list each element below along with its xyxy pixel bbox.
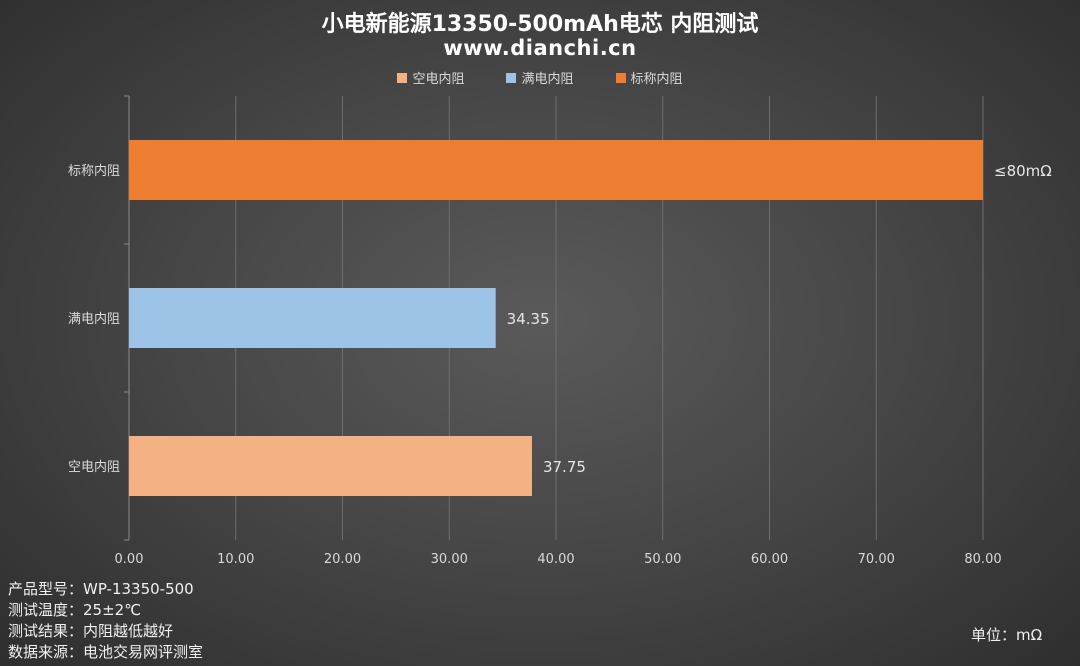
x-tick-label: 40.00 xyxy=(537,552,574,567)
category-label: 空电内阻 xyxy=(68,459,120,475)
note-source: 数据来源：电池交易网评测室 xyxy=(8,643,204,661)
legend-item: 满电内阻 xyxy=(506,68,574,87)
x-tick-label: 10.00 xyxy=(217,552,254,567)
x-tick-label: 20.00 xyxy=(324,552,361,567)
bar xyxy=(129,436,532,496)
legend-swatch xyxy=(506,72,517,83)
legend: 空电内阻 满电内阻 标称内阻 xyxy=(0,68,1080,87)
unit-label: 单位：mΩ xyxy=(971,626,1043,644)
x-tick-label: 70.00 xyxy=(858,552,895,567)
chart-title: 小电新能源13350-500mAh电芯 内阻测试 xyxy=(321,12,759,37)
x-tick-label: 30.00 xyxy=(431,552,468,567)
x-tick-label: 60.00 xyxy=(751,552,788,567)
legend-swatch xyxy=(615,72,626,83)
bar xyxy=(129,288,496,348)
legend-label: 满电内阻 xyxy=(521,72,574,87)
note-temperature: 测试温度：25±2℃ xyxy=(8,601,142,619)
note-model: 产品型号：WP-13350-500 xyxy=(8,580,194,598)
note-result: 测试结果：内阻越低越好 xyxy=(8,622,174,640)
data-label: ≤80mΩ xyxy=(994,162,1052,180)
data-label: 34.35 xyxy=(507,310,550,328)
category-label: 满电内阻 xyxy=(68,311,120,327)
category-label: 标称内阻 xyxy=(68,163,120,179)
legend-label: 空电内阻 xyxy=(412,72,465,87)
chart-subtitle: www.dianchi.cn xyxy=(443,36,637,60)
x-tick-label: 50.00 xyxy=(644,552,681,567)
bar xyxy=(129,140,983,200)
x-tick-label: 0.00 xyxy=(115,552,144,567)
legend-swatch xyxy=(397,72,408,83)
x-tick-label: 80.00 xyxy=(964,552,1001,567)
data-label: 37.75 xyxy=(543,458,586,476)
legend-label: 标称内阻 xyxy=(630,72,683,87)
legend-item: 空电内阻 xyxy=(397,68,464,87)
legend-item: 标称内阻 xyxy=(615,68,683,87)
